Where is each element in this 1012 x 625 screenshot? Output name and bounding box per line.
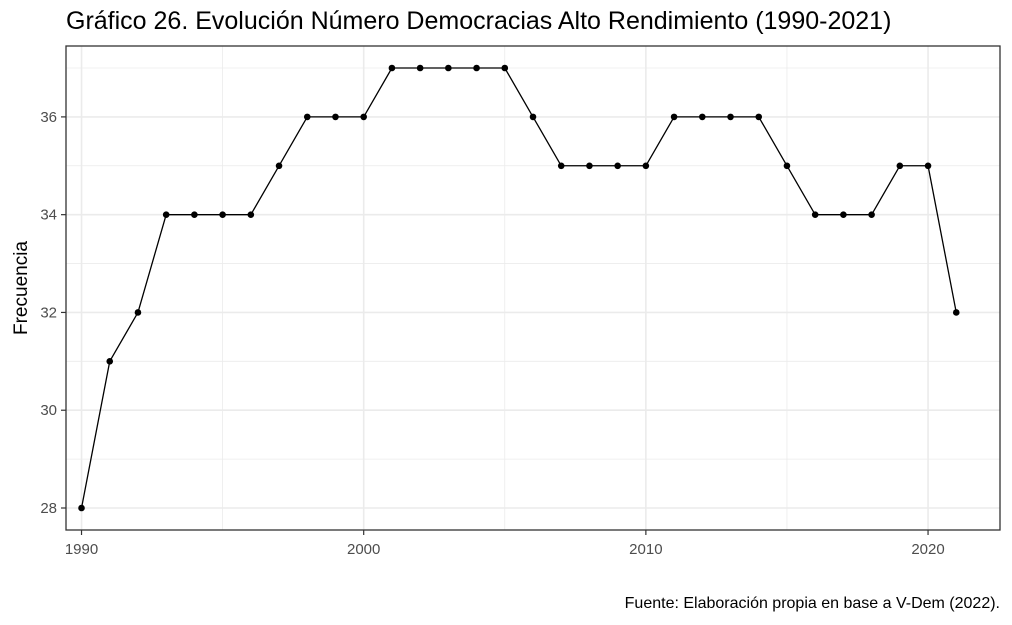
data-point — [783, 162, 791, 170]
data-point — [840, 211, 847, 218]
data-point — [275, 162, 283, 170]
data-point — [134, 309, 142, 316]
panel-border — [65, 45, 1001, 531]
y-tick-label: 32 — [40, 304, 57, 321]
axes: 1990 2000 2010 2020 28 30 32 34 36 — [40, 109, 944, 558]
data-point — [896, 162, 904, 170]
data-point — [191, 211, 198, 218]
data-point — [868, 211, 875, 218]
y-tick-label: 36 — [40, 109, 57, 126]
data-point — [78, 504, 85, 512]
y-axis-title: Frecuencia — [11, 241, 32, 335]
data-point — [247, 211, 255, 218]
data-point — [162, 211, 170, 218]
data-point — [557, 162, 565, 170]
data-point — [106, 358, 114, 365]
data-point — [952, 309, 960, 316]
data-point — [642, 162, 650, 170]
data-point — [360, 113, 367, 121]
data-point — [303, 113, 311, 121]
y-tick-label: 28 — [40, 500, 57, 517]
data-point — [529, 113, 537, 121]
data-point — [445, 64, 452, 72]
chart-title: Gráfico 26. Evolución Número Democracias… — [66, 7, 892, 35]
x-tick-label: 2010 — [629, 541, 662, 558]
series-frecuencia — [78, 64, 960, 512]
x-tick-label: 2000 — [347, 541, 380, 558]
data-point — [811, 211, 819, 218]
series-line — [80, 67, 957, 509]
data-point — [727, 113, 734, 121]
data-point — [670, 113, 678, 121]
data-point — [614, 162, 621, 170]
data-point — [473, 64, 480, 72]
data-point — [755, 113, 763, 121]
data-point — [501, 64, 509, 72]
x-tick-label: 1990 — [65, 541, 98, 558]
data-point — [219, 211, 226, 218]
y-tick-label: 30 — [40, 402, 57, 419]
x-tick-label: 2020 — [911, 541, 944, 558]
data-point — [416, 64, 424, 72]
data-point — [924, 162, 932, 170]
chart-caption: Fuente: Elaboración propia en base a V-D… — [624, 595, 1000, 612]
data-point — [586, 162, 593, 170]
data-point — [332, 113, 339, 121]
data-point — [388, 64, 396, 72]
y-tick-label: 34 — [40, 207, 57, 224]
data-point — [699, 113, 706, 121]
